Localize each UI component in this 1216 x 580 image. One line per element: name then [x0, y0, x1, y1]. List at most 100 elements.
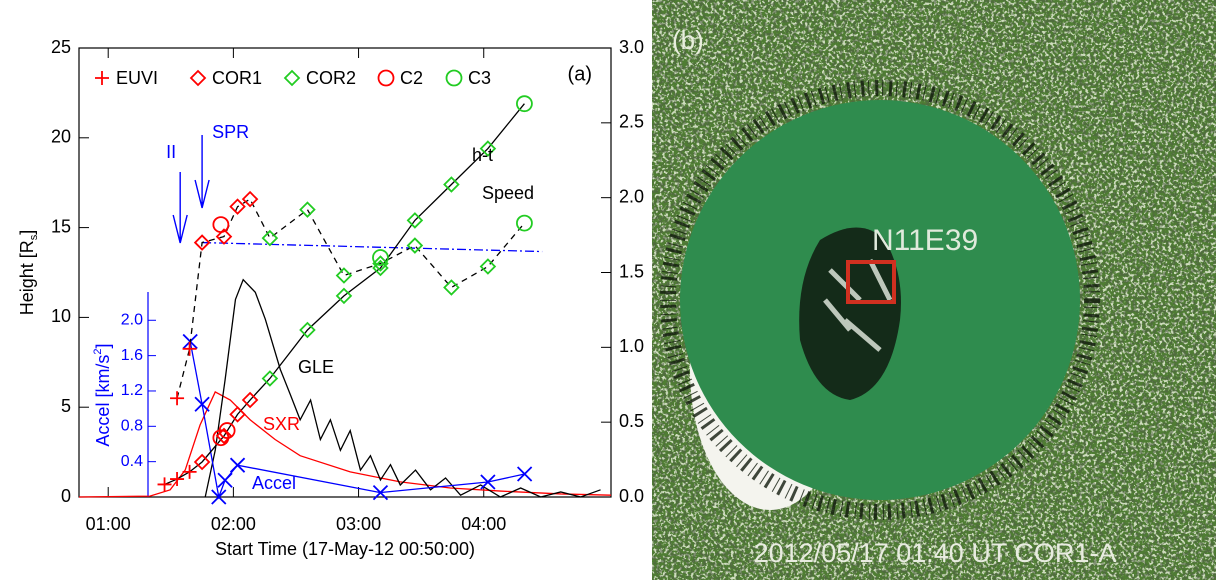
plus-marker: [182, 464, 197, 479]
diamond-marker: [193, 453, 211, 471]
circle-marker: [516, 95, 533, 113]
y2-tick-label: 2.5: [619, 112, 644, 132]
x-marker: [516, 466, 533, 482]
diamond-marker: [215, 228, 233, 245]
curve-label: Accel: [252, 473, 296, 493]
y3-axis-label: Accel [km/s2]: [92, 343, 113, 446]
height-time-label: h-t: [472, 145, 493, 165]
y-axis-label: Height [Rs]: [17, 230, 40, 316]
event-arrow: [194, 135, 210, 209]
x-marker: [372, 484, 389, 501]
y2-tick-label: 1.0: [619, 336, 644, 356]
curve-line: [204, 278, 601, 498]
event-label: SPR: [212, 122, 249, 142]
event-label: II: [166, 142, 176, 162]
curve-label: GLE: [298, 357, 334, 377]
legend-label: COR1: [212, 68, 262, 88]
x-tick-label: 01:00: [86, 514, 131, 534]
x-tick-label: 02:00: [211, 514, 256, 534]
y2-tick-label: 3.0: [619, 37, 644, 57]
speed-label: Speed: [482, 183, 534, 203]
y3-tick-label: 1.6: [121, 347, 143, 364]
diamond-marker: [283, 69, 301, 87]
diamond-marker: [241, 391, 259, 409]
plus-marker: [182, 341, 197, 356]
diamond-marker: [372, 255, 389, 272]
x-marker: [480, 474, 496, 490]
circle-marker: [516, 214, 533, 232]
y-axis-label-part: ]: [17, 230, 37, 235]
plus-marker: [170, 391, 185, 406]
y3-tick-label: 0.8: [121, 418, 143, 435]
diamond-marker: [406, 212, 424, 229]
y-tick-label: 10: [51, 306, 71, 326]
diamond-marker: [479, 258, 497, 275]
diamond-marker: [406, 237, 424, 254]
y3-tick-label: 2.0: [121, 311, 143, 328]
source-box: [846, 260, 896, 304]
speed-line: [176, 198, 525, 399]
height-time-line: [164, 103, 525, 486]
diamond-marker: [335, 287, 353, 305]
diamond-marker: [479, 140, 497, 157]
circle-marker: [445, 69, 463, 87]
diamond-marker: [261, 229, 279, 247]
y3-tick-label: 1.2: [121, 382, 143, 399]
diamond-marker: [443, 176, 460, 193]
circle-marker: [372, 249, 389, 266]
x-marker: [211, 489, 227, 505]
y3-axis-label-part: 2: [92, 348, 104, 354]
diamond-marker: [229, 198, 246, 215]
location-label: N11E39: [872, 224, 978, 257]
diamond-marker: [299, 321, 316, 339]
diamond-marker: [229, 406, 246, 423]
y-tick-label: 5: [61, 396, 71, 416]
y3-tick-label: 0.4: [121, 453, 143, 470]
legend-label: COR2: [306, 68, 356, 88]
curve-line: [202, 241, 543, 253]
event-arrow: [172, 172, 188, 244]
diamond-marker: [189, 69, 207, 87]
x-marker: [194, 396, 210, 412]
y3-axis-label-part: Accel [km/s: [93, 355, 113, 447]
diamond-marker: [443, 279, 460, 296]
bright-streaks: [823, 258, 893, 352]
y-tick-label: 0: [61, 486, 71, 506]
circle-marker: [377, 69, 395, 87]
legend-label: C2: [400, 68, 423, 88]
diamond-marker: [261, 370, 279, 387]
dark-ring: [660, 80, 1100, 520]
y-axis-label-part: Height [R: [17, 240, 37, 315]
y2-tick-label: 2.0: [619, 186, 644, 206]
circle-marker: [212, 216, 230, 234]
x-tick-label: 04:00: [461, 514, 506, 534]
y3-axis-label-part: ]: [93, 343, 113, 348]
y-tick-label: 25: [51, 37, 71, 57]
x-tick-label: 03:00: [336, 514, 381, 534]
panel-label: (a): [568, 63, 592, 85]
diamond-marker: [299, 201, 316, 218]
circle-marker: [218, 422, 236, 439]
diamond-marker: [193, 234, 211, 251]
diamond-marker: [241, 190, 259, 208]
legend-label: C3: [468, 68, 491, 88]
plot-frame: [78, 47, 612, 498]
y-tick-label: 15: [51, 216, 71, 236]
plus-marker: [170, 472, 185, 487]
plus-marker: [95, 71, 109, 85]
x-marker: [229, 457, 246, 473]
x-axis-label: Start Time (17-May-12 00:50:00): [215, 539, 475, 559]
diamond-marker: [335, 267, 353, 284]
y2-tick-label: 1.5: [619, 261, 644, 281]
y2-tick-label: 0.5: [619, 411, 644, 431]
x-marker: [217, 472, 233, 488]
curve-label: SXR: [263, 414, 300, 434]
panel-label: (b): [672, 25, 704, 55]
plus-marker: [157, 477, 172, 492]
y-axis-label-part: s: [28, 234, 40, 240]
legend-label: EUVI: [116, 68, 158, 88]
y-tick-label: 20: [51, 127, 71, 147]
image-caption: 2012/05/17 01:40 UT COR1-A: [754, 538, 1117, 568]
y2-tick-label: 0.0: [619, 486, 644, 506]
